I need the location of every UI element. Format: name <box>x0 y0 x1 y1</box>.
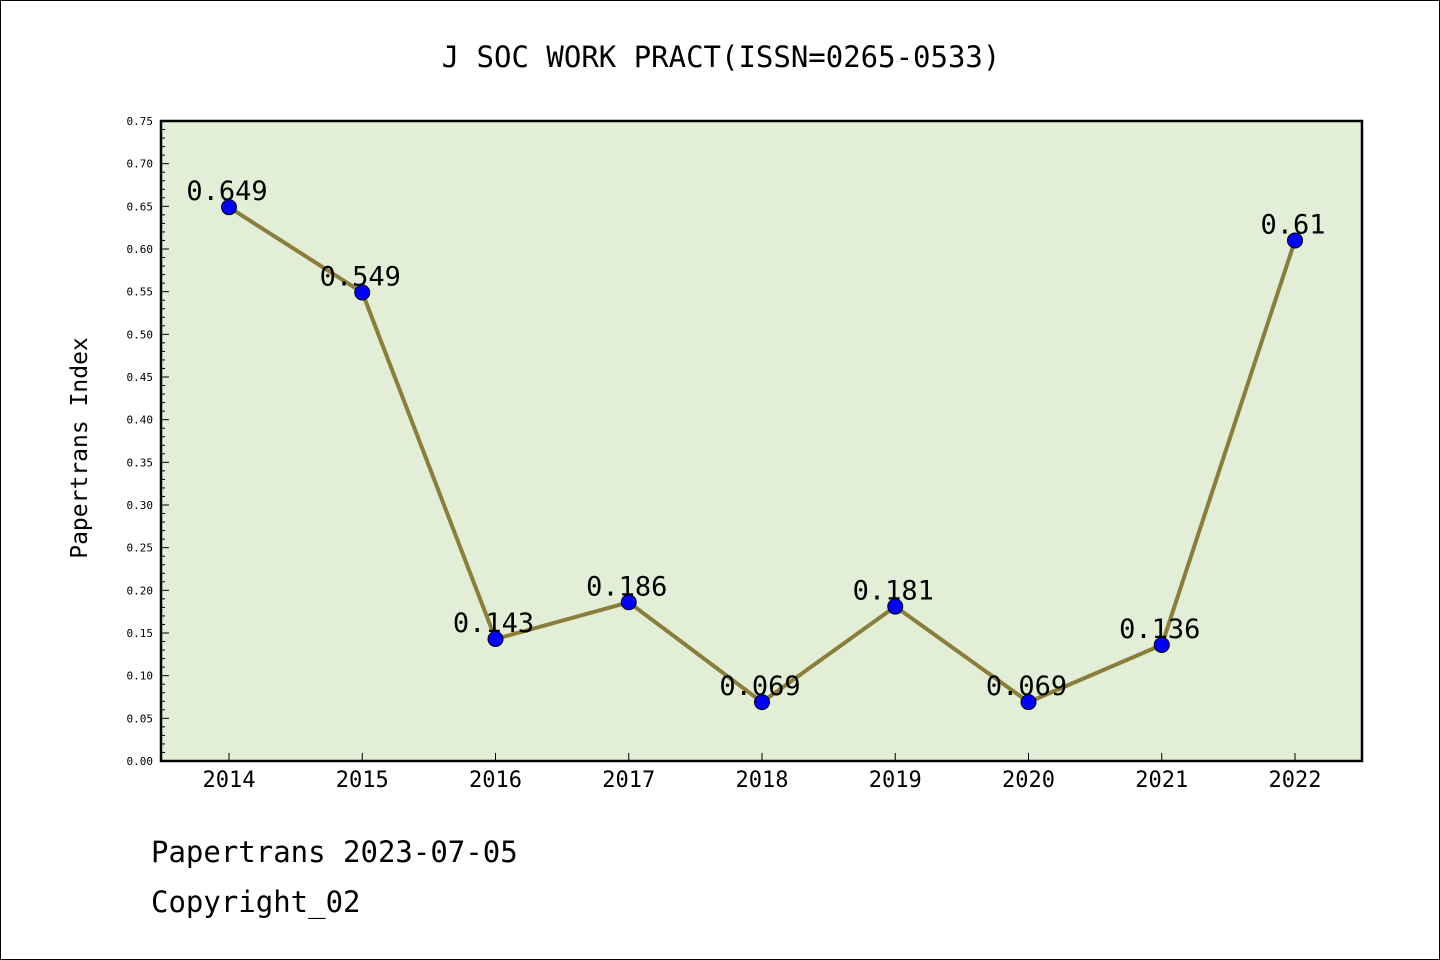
x-tick-label: 2017 <box>602 768 655 793</box>
x-tick-label: 2016 <box>469 768 522 793</box>
x-tick-label: 2018 <box>736 768 789 793</box>
data-label: 0.181 <box>853 576 934 607</box>
y-tick-label: 0.60 <box>127 243 154 256</box>
y-tick-label: 0.65 <box>127 200 154 213</box>
plot-area <box>161 121 1362 761</box>
data-point-marker <box>887 598 904 615</box>
y-tick-label: 0.55 <box>127 286 154 299</box>
footer-date: Papertrans 2023-07-05 <box>151 835 518 869</box>
data-label: 0.649 <box>186 176 267 207</box>
data-label: 0.549 <box>320 262 401 293</box>
y-tick-label: 0.75 <box>127 115 154 128</box>
data-label: 0.186 <box>586 571 667 602</box>
x-tick-label: 2021 <box>1135 768 1188 793</box>
x-tick-label: 2019 <box>869 768 922 793</box>
data-point-marker <box>1020 694 1037 711</box>
data-labels: 0.649 0.549 0.143 0.186 0.069 0.181 0.069 0.136… <box>186 176 1325 702</box>
y-tick-label: 0.05 <box>127 712 154 725</box>
y-tick-label: 0.00 <box>127 755 154 768</box>
y-tick-label: 0.45 <box>127 371 154 384</box>
y-tick-label: 0.70 <box>127 158 154 171</box>
y-tick-label: 0.15 <box>127 627 154 640</box>
y-tick-label: 0.35 <box>127 456 154 469</box>
y-tick-label: 0.20 <box>127 584 154 597</box>
footer-copyright: Copyright_02 <box>151 885 361 919</box>
y-tick-label: 0.40 <box>127 414 154 427</box>
y-tick-label: 0.10 <box>127 670 154 683</box>
data-point-marker <box>354 284 371 301</box>
y-tick-label: 0.30 <box>127 499 154 512</box>
y-axis-label: Papertrans Index <box>67 337 93 559</box>
x-tick-label: 2015 <box>336 768 389 793</box>
x-axis-ticks: 2014 2015 2016 2017 2018 2019 2020 2021 2022 <box>203 753 1322 793</box>
data-label: 0.136 <box>1119 614 1200 645</box>
y-tick-label: 0.25 <box>127 542 154 555</box>
x-tick-label: 2014 <box>203 768 256 793</box>
data-point-marker <box>1153 636 1170 653</box>
data-label: 0.069 <box>719 671 800 702</box>
x-tick-label: 2022 <box>1269 768 1322 793</box>
data-point-marker <box>754 694 770 711</box>
data-point-marker <box>620 594 637 611</box>
data-series <box>221 199 1303 711</box>
data-point-marker <box>487 630 504 647</box>
x-tick-label: 2020 <box>1002 768 1055 793</box>
plot-frame <box>159 119 1364 763</box>
data-point-marker <box>1287 232 1303 249</box>
y-tick-label: 0.50 <box>127 328 154 341</box>
chart-title: J SOC WORK PRACT(ISSN=0265-0533) <box>442 40 1001 74</box>
data-label: 0.069 <box>986 671 1067 702</box>
data-point-marker <box>221 199 237 216</box>
data-label: 0.61 <box>1260 209 1325 240</box>
y-axis-ticks: 0.00 0.05 0.10 0.15 0.20 0.25 0.30 0.35 0.40 0.45… <box>127 115 169 768</box>
data-label: 0.143 <box>453 608 534 639</box>
